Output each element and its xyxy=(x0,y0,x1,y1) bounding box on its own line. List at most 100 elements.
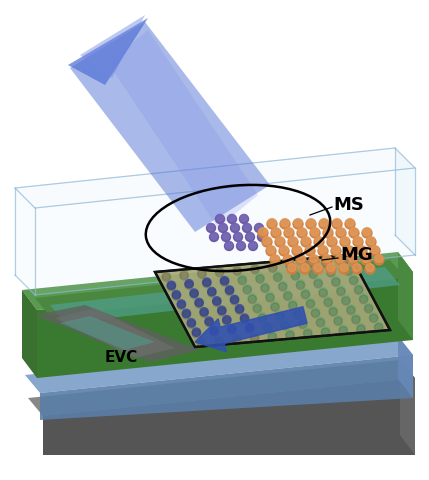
Circle shape xyxy=(301,264,309,272)
Circle shape xyxy=(369,314,378,323)
Circle shape xyxy=(285,228,293,236)
Circle shape xyxy=(218,224,227,232)
Circle shape xyxy=(306,300,314,308)
Circle shape xyxy=(167,281,175,289)
Circle shape xyxy=(306,219,316,229)
Circle shape xyxy=(258,312,266,321)
Circle shape xyxy=(296,280,305,288)
Circle shape xyxy=(218,306,226,314)
Circle shape xyxy=(311,309,320,318)
Polygon shape xyxy=(25,336,413,393)
Circle shape xyxy=(251,265,259,274)
Circle shape xyxy=(223,315,231,324)
Polygon shape xyxy=(398,252,413,340)
Circle shape xyxy=(375,324,383,332)
Circle shape xyxy=(180,272,188,280)
Circle shape xyxy=(324,299,332,307)
Circle shape xyxy=(240,315,249,324)
Polygon shape xyxy=(70,22,270,232)
Circle shape xyxy=(268,333,276,341)
Circle shape xyxy=(292,246,302,256)
Circle shape xyxy=(304,259,312,268)
Polygon shape xyxy=(35,168,415,295)
Circle shape xyxy=(200,308,208,316)
Circle shape xyxy=(293,245,301,253)
Circle shape xyxy=(230,295,239,304)
Circle shape xyxy=(319,288,327,296)
Circle shape xyxy=(228,325,236,333)
Circle shape xyxy=(271,228,281,238)
Circle shape xyxy=(238,275,247,283)
Circle shape xyxy=(197,337,205,346)
Polygon shape xyxy=(28,360,415,416)
Circle shape xyxy=(315,237,323,244)
Circle shape xyxy=(266,294,274,302)
Circle shape xyxy=(210,326,218,335)
Circle shape xyxy=(271,254,279,263)
Circle shape xyxy=(215,215,224,224)
Circle shape xyxy=(209,232,218,241)
Circle shape xyxy=(221,278,229,287)
Circle shape xyxy=(291,270,299,279)
Circle shape xyxy=(251,334,259,343)
Circle shape xyxy=(254,224,263,232)
Circle shape xyxy=(233,267,242,276)
Circle shape xyxy=(180,270,188,278)
Circle shape xyxy=(245,324,254,332)
Circle shape xyxy=(356,324,365,332)
Circle shape xyxy=(361,255,371,265)
Circle shape xyxy=(323,228,333,238)
Circle shape xyxy=(365,305,373,313)
Circle shape xyxy=(293,311,302,319)
Circle shape xyxy=(233,334,241,343)
Circle shape xyxy=(327,269,335,277)
Circle shape xyxy=(371,245,379,253)
Polygon shape xyxy=(15,188,35,295)
Circle shape xyxy=(236,241,245,251)
Circle shape xyxy=(320,218,328,227)
Circle shape xyxy=(238,241,245,248)
Circle shape xyxy=(271,303,279,312)
Circle shape xyxy=(329,306,337,314)
Circle shape xyxy=(314,278,322,287)
Circle shape xyxy=(316,317,325,325)
Circle shape xyxy=(356,325,365,333)
Polygon shape xyxy=(43,378,415,455)
Polygon shape xyxy=(398,336,413,398)
Circle shape xyxy=(311,308,320,316)
Circle shape xyxy=(289,300,297,308)
Polygon shape xyxy=(22,252,413,310)
Circle shape xyxy=(337,286,345,294)
Circle shape xyxy=(328,237,336,244)
Circle shape xyxy=(293,309,302,318)
Polygon shape xyxy=(35,305,200,362)
Circle shape xyxy=(349,254,357,263)
Circle shape xyxy=(332,276,340,285)
Circle shape xyxy=(305,246,315,256)
Circle shape xyxy=(238,276,247,285)
Circle shape xyxy=(369,312,378,321)
Circle shape xyxy=(297,228,307,238)
Text: MS: MS xyxy=(333,196,364,214)
Circle shape xyxy=(167,283,175,291)
Text: EVC: EVC xyxy=(105,350,138,365)
Circle shape xyxy=(213,297,221,305)
Circle shape xyxy=(268,331,276,339)
Circle shape xyxy=(250,241,257,248)
Circle shape xyxy=(162,273,171,282)
Circle shape xyxy=(217,214,224,221)
Circle shape xyxy=(225,288,234,296)
Circle shape xyxy=(267,245,275,253)
Circle shape xyxy=(319,219,329,229)
Polygon shape xyxy=(22,290,37,378)
Circle shape xyxy=(192,329,201,338)
Circle shape xyxy=(208,289,216,297)
Circle shape xyxy=(200,309,208,318)
Circle shape xyxy=(344,265,353,274)
Circle shape xyxy=(256,275,264,283)
Circle shape xyxy=(190,289,198,297)
Circle shape xyxy=(284,292,292,300)
Circle shape xyxy=(299,320,307,329)
Circle shape xyxy=(337,228,345,236)
Circle shape xyxy=(256,223,263,230)
